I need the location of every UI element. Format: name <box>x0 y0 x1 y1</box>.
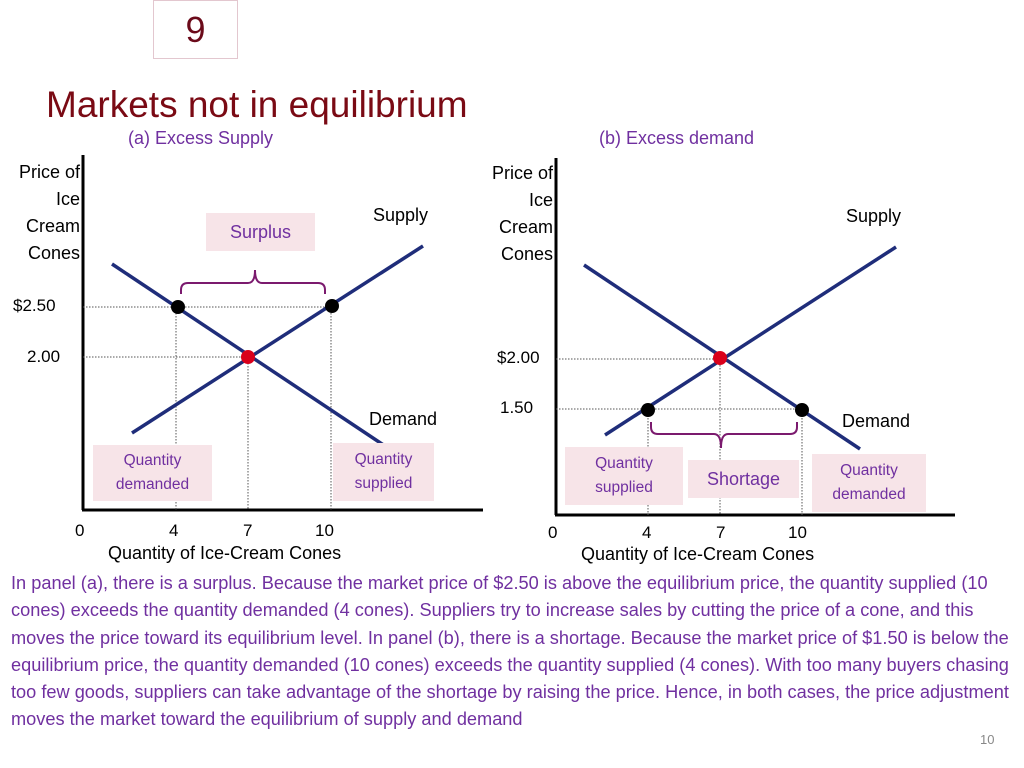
panel-b-shortage-box: Shortage <box>688 460 799 498</box>
panel-b-price-eq-label: $2.00 <box>497 348 540 367</box>
panel-b-qs-point <box>641 403 655 417</box>
panel-b-equilibrium-point <box>713 351 727 365</box>
panel-a-x-tick-10: 10 <box>315 521 334 540</box>
panel-b-x-tick-0: 0 <box>548 523 558 542</box>
panel-a-y-axis-label: Price of Ice Cream Cones <box>18 162 80 263</box>
page-number: 10 <box>980 732 995 747</box>
panel-a-equilibrium-point <box>241 350 255 364</box>
panel-a-qs-point <box>325 299 339 313</box>
panel-a-qd-point <box>171 300 185 314</box>
panel-b-quantity-supplied-box: Quantity supplied <box>565 447 683 505</box>
panel-b-supply-curve <box>604 245 897 437</box>
panel-a-x-tick-7: 7 <box>243 521 253 540</box>
panel-b-demand-label: Demand <box>842 411 911 431</box>
panel-b-qd-point <box>795 403 809 417</box>
panel-b-x-axis-label: Quantity of Ice-Cream Cones <box>581 544 815 564</box>
panel-b-y-axis-label: Price of Ice Cream Cones <box>491 163 553 264</box>
panel-b-price-low-label: 1.50 <box>500 398 534 417</box>
panel-a-surplus-box: Surplus <box>206 213 315 251</box>
panel-a-supply-label: Supply <box>373 205 429 225</box>
panel-b-x-tick-7: 7 <box>716 523 726 542</box>
panel-b-x-tick-4: 4 <box>642 523 652 542</box>
slide-number-box: 9 <box>153 0 238 59</box>
panel-a-demand-label: Demand <box>369 409 438 429</box>
slide-title: Markets not in equilibrium <box>46 84 468 125</box>
panel-b-quantity-demanded-box: Quantity demanded <box>812 454 926 512</box>
panel-a-supply-curve <box>131 244 424 435</box>
panel-b-shortage-bracket <box>650 422 798 449</box>
panel-a-x-tick-4: 4 <box>169 521 179 540</box>
panel-b-x-tick-10: 10 <box>788 523 807 542</box>
slide-number: 9 <box>185 8 206 50</box>
panel-a-diagram <box>81 155 955 517</box>
panel-a-x-tick-0: 0 <box>75 521 85 540</box>
panel-a-surplus-bracket <box>180 269 326 294</box>
panel-a-x-axis-label: Quantity of Ice-Cream Cones <box>108 543 342 563</box>
panel-a-price-high-label: $2.50 <box>13 296 56 315</box>
caption-text: In panel (a), there is a surplus. Becaus… <box>11 573 1009 730</box>
panel-a-price-eq-label: 2.00 <box>27 347 61 366</box>
panel-a-quantity-supplied-box: Quantity supplied <box>333 443 434 501</box>
panel-a-quantity-demanded-box: Quantity demanded <box>93 445 212 501</box>
panel-b-supply-label: Supply <box>846 206 902 226</box>
panel-a-title: (a) Excess Supply <box>128 128 274 148</box>
panel-b-title: (b) Excess demand <box>599 128 755 148</box>
